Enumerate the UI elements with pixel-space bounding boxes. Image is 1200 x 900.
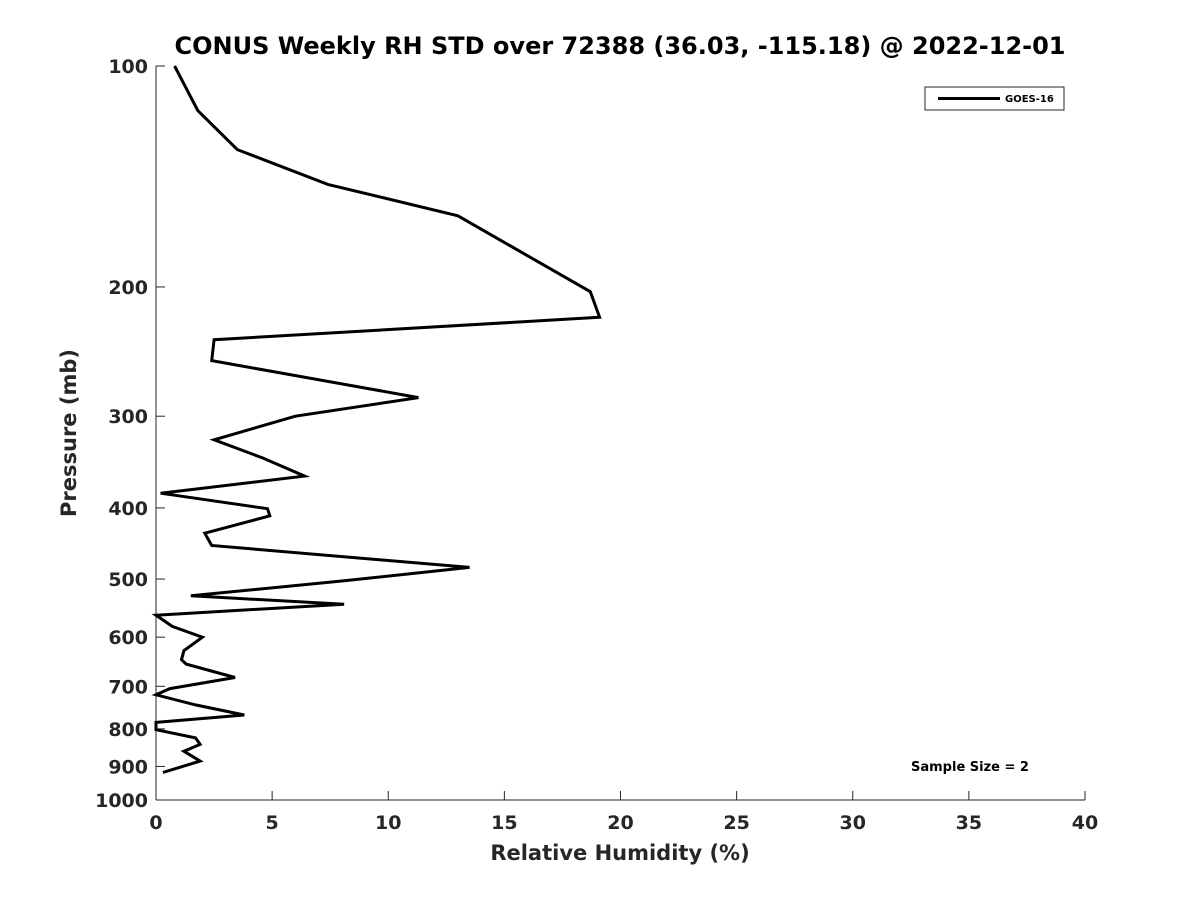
- y-ticks: 100 200 300 400 500 600 700 800 900 1000: [95, 56, 165, 812]
- x-tick-label: 15: [491, 812, 517, 834]
- x-tick-label: 20: [607, 812, 633, 834]
- y-tick-label: 400: [108, 498, 148, 520]
- legend-label: GOES-16: [1005, 94, 1054, 105]
- y-axis-label: Pressure (mb): [57, 349, 81, 517]
- sample-size-annotation: Sample Size = 2: [911, 760, 1029, 775]
- x-tick-label: 10: [375, 812, 401, 834]
- x-ticks: 0 5 10 15 20 25 30 35 40: [149, 791, 1098, 834]
- series-layer: [151, 65, 602, 774]
- legend: GOES-16: [924, 86, 1065, 111]
- x-tick-label: 35: [956, 812, 982, 834]
- y-tick-label: 900: [108, 756, 148, 778]
- y-tick-label: 100: [108, 56, 148, 78]
- y-tick-label: 200: [108, 277, 148, 299]
- y-tick-label: 700: [108, 676, 148, 698]
- plot-axes: [155, 66, 1085, 801]
- x-tick-label: 5: [266, 812, 279, 834]
- y-tick-label: 500: [108, 569, 148, 591]
- y-tick-label: 300: [108, 406, 148, 428]
- x-axis-label: Relative Humidity (%): [490, 841, 749, 865]
- x-tick-label: 0: [149, 812, 162, 834]
- y-tick-label: 600: [108, 627, 148, 649]
- x-tick-label: 40: [1072, 812, 1098, 834]
- y-tick-label: 800: [108, 719, 148, 741]
- chart-title: CONUS Weekly RH STD over 72388 (36.03, -…: [174, 32, 1065, 60]
- x-tick-label: 30: [840, 812, 866, 834]
- y-tick-label: 1000: [95, 790, 148, 812]
- series-line: [151, 65, 602, 774]
- x-tick-label: 25: [723, 812, 749, 834]
